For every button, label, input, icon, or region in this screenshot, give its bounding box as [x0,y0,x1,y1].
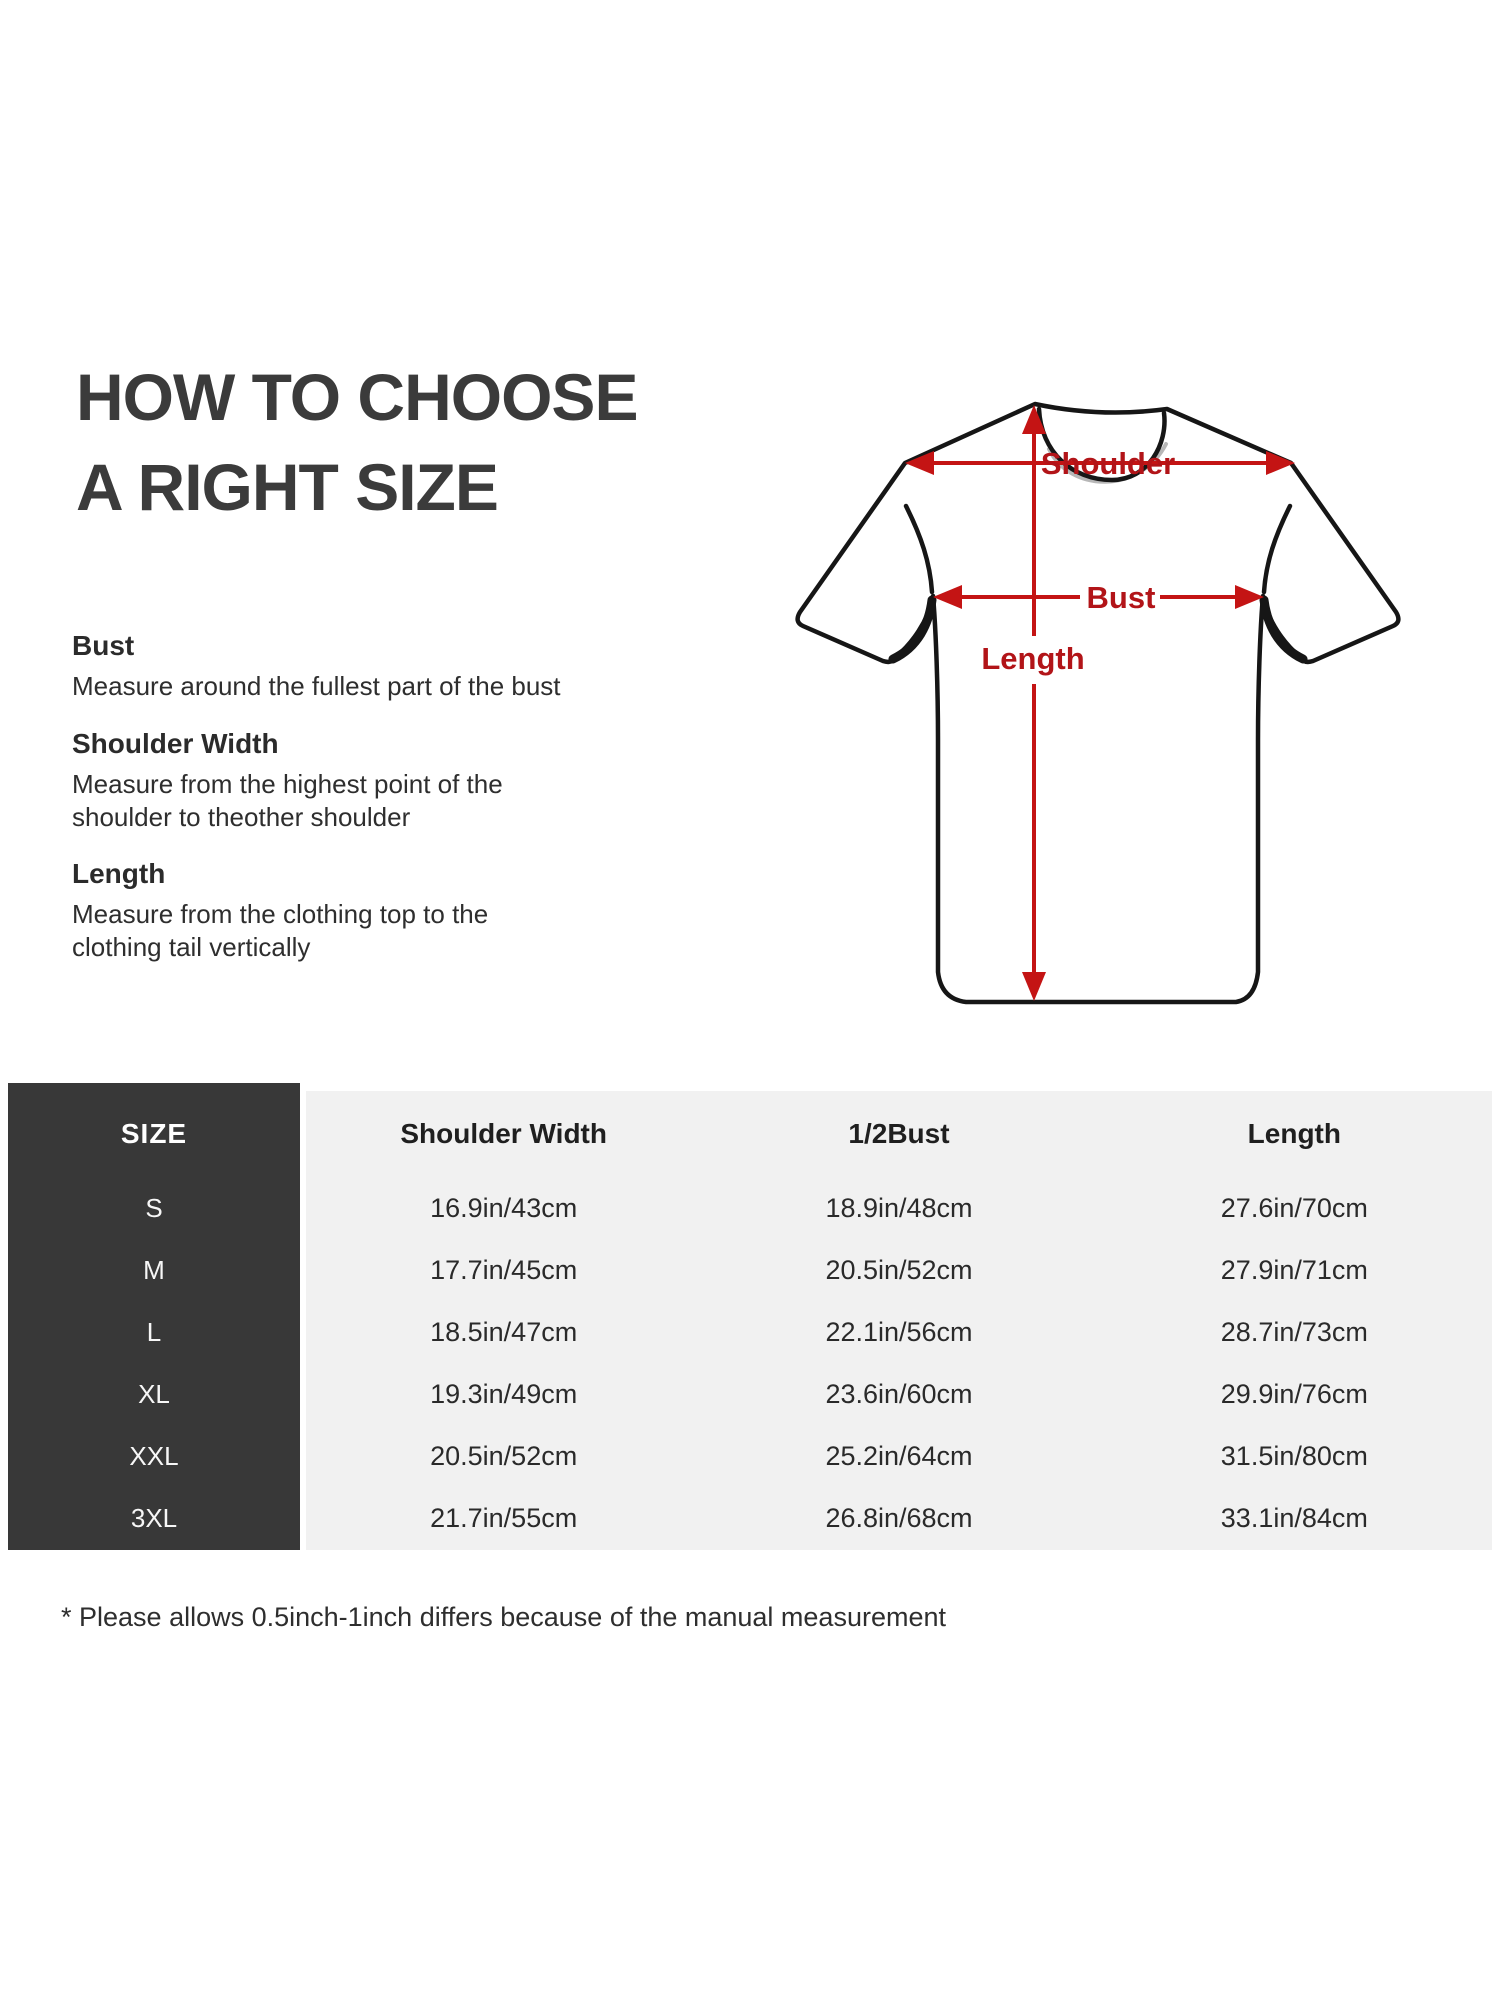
bust-arrowhead-right [1235,585,1264,609]
size-table: SIZE S M L XL XXL 3XL Shoulder Width 1/2… [8,1083,1492,1550]
cell-s-shoulder: 16.9in/43cm [430,1192,578,1223]
cell-xxl-length: 31.5in/80cm [1220,1440,1368,1471]
instruction-length-heading: Length [72,858,166,889]
length-label: Length [981,641,1084,676]
cell-xl-shoulder: 19.3in/49cm [430,1378,578,1409]
page-title-line1: HOW TO CHOOSE [76,360,638,434]
tshirt-outline [795,401,1401,1005]
bust-label: Bust [1087,580,1156,615]
instruction-length: Length Measure from the clothing top to … [72,858,488,964]
instruction-shoulder-heading: Shoulder Width [72,728,279,759]
column-header-length: Length [1247,1118,1341,1149]
size-label-m: M [143,1254,165,1285]
length-arrowhead-up [1022,405,1046,434]
right-underarm-shadow [1259,595,1308,664]
shoulder-label: Shoulder [1041,446,1175,481]
cell-l-length: 28.7in/73cm [1220,1316,1368,1347]
cell-xxl-bust: 25.2in/64cm [825,1440,973,1471]
size-label-3xl: 3XL [130,1502,178,1533]
cell-xl-bust: 23.6in/60cm [825,1378,973,1409]
column-header-shoulder-width: Shoulder Width [400,1118,607,1149]
cell-3xl-shoulder: 21.7in/55cm [430,1502,578,1533]
size-label-l: L [146,1316,162,1347]
cell-s-bust: 18.9in/48cm [825,1192,973,1223]
shoulder-arrowhead-left [905,451,934,475]
size-label-s: S [145,1192,163,1223]
length-arrowhead-down [1022,972,1046,1001]
right-sleeve-seam [1261,503,1293,595]
column-header-half-bust: 1/2Bust [848,1118,950,1149]
page-title: HOW TO CHOOSE A RIGHT SIZE [76,352,638,532]
cell-m-bust: 20.5in/52cm [825,1254,973,1285]
instruction-bust-text: Measure around the fullest part of the b… [72,671,561,701]
size-label-xxl: XXL [129,1440,179,1471]
cell-xl-length: 29.9in/76cm [1220,1378,1368,1409]
bust-arrowhead-left [933,585,962,609]
cell-m-length: 27.9in/71cm [1220,1254,1368,1285]
shoulder-arrowhead-right [1266,451,1295,475]
collar-front-curve [1036,406,1167,483]
instruction-shoulder-width: Shoulder Width Measure from the highest … [72,728,503,834]
instruction-bust-heading: Bust [72,630,135,661]
cell-xxl-shoulder: 20.5in/52cm [430,1440,578,1471]
measurement-disclaimer: * Please allows 0.5inch-1inch differs be… [61,1602,947,1632]
size-column-header: SIZE [120,1118,188,1149]
cell-l-bust: 22.1in/56cm [825,1316,973,1347]
cell-l-shoulder: 18.5in/47cm [430,1316,578,1347]
size-column: SIZE S M L XL XXL 3XL [8,1083,300,1550]
instruction-bust: Bust Measure around the fullest part of … [72,630,561,703]
cell-3xl-length: 33.1in/84cm [1220,1502,1368,1533]
measurements-grid: Shoulder Width 1/2Bust Length 16.9in/43c… [306,1091,1492,1550]
cell-m-shoulder: 17.7in/45cm [430,1254,578,1285]
page-title-line2: A RIGHT SIZE [76,450,499,524]
size-label-xl: XL [138,1378,170,1409]
cell-s-length: 27.6in/70cm [1220,1192,1368,1223]
left-underarm-shadow [888,595,937,664]
left-sleeve-seam [903,503,935,595]
instruction-shoulder-text: Measure from the highest point of the sh… [72,769,503,832]
instruction-length-text: Measure from the clothing top to the clo… [72,899,489,962]
cell-3xl-bust: 26.8in/68cm [825,1502,973,1533]
